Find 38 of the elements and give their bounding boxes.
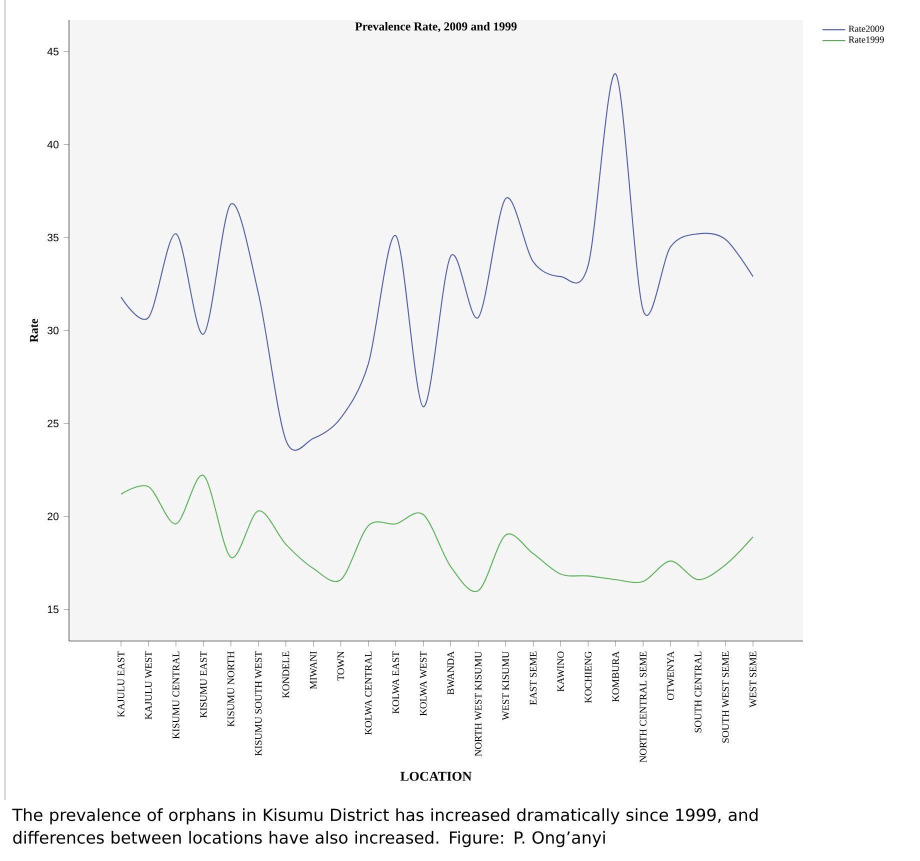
- x-tick-label: KONDELE: [282, 652, 290, 698]
- x-tick-label: KAJULU WEST: [145, 651, 152, 720]
- x-tick-label: KAWINO: [557, 651, 564, 692]
- x-tick-label: KOMBURA: [612, 651, 619, 702]
- x-tick-label: OTWENYA: [667, 651, 674, 700]
- x-tick-label: NORTH CENTRAL SEME: [640, 652, 646, 762]
- x-tick-label: WEST SEME: [750, 652, 756, 708]
- x-tick-label: BWANDA: [447, 651, 454, 695]
- y-tick-label: 25: [48, 420, 58, 428]
- legend-label: Rate2009: [848, 26, 884, 32]
- x-tick-label: SOUTH WEST SEME: [722, 652, 729, 743]
- legend-label: Rate1999: [848, 36, 884, 43]
- x-tick-label: SOUTH CENTRAL: [694, 652, 702, 732]
- y-tick-label: 30: [47, 326, 59, 334]
- y-tick-label: 15: [48, 606, 58, 614]
- chart-title: Prevalence Rate, 2009 and 1999: [355, 22, 517, 32]
- x-tick-label: KISUMU EAST: [200, 651, 207, 718]
- y-tick-label: 45: [47, 48, 58, 56]
- y-tick-label: 35: [47, 234, 58, 242]
- text: The prevalence of orphans in Kisumu District has increased dramatically since 1999, and differences between locations have also increased. Figure: P. Ong’anyi: [12, 808, 758, 848]
- x-tick-label: KOLWA WEST: [420, 651, 427, 716]
- x-tick-label: TOWN: [337, 651, 344, 681]
- line-series: [120, 474, 754, 592]
- x-tick-label: KAJULU EAST: [118, 651, 124, 718]
- y-tick-label: 20: [48, 512, 59, 520]
- x-tick-label: MIWANI: [310, 651, 317, 690]
- x-tick-label: WEST KISUMU: [502, 651, 510, 720]
- x-tick-label: KISUMU NORTH: [228, 651, 234, 727]
- y-axis-title: Rate: [30, 318, 38, 342]
- x-tick-label: KOLWA EAST: [392, 651, 400, 714]
- y-tick-label: 40: [47, 140, 59, 148]
- x-tick-label: NORTH WEST KISUMU: [474, 651, 482, 756]
- x-tick-label: KISUMU SOUTH WEST: [255, 651, 262, 756]
- x-tick-label: KISUMU CENTRAL: [172, 652, 180, 739]
- x-tick-label: KOLWA CENTRAL: [364, 652, 372, 735]
- x-axis-title: LOCATION: [400, 772, 472, 781]
- x-tick-label: KOCHIENG: [584, 651, 592, 703]
- x-tick-label: EAST SEME: [530, 652, 537, 705]
